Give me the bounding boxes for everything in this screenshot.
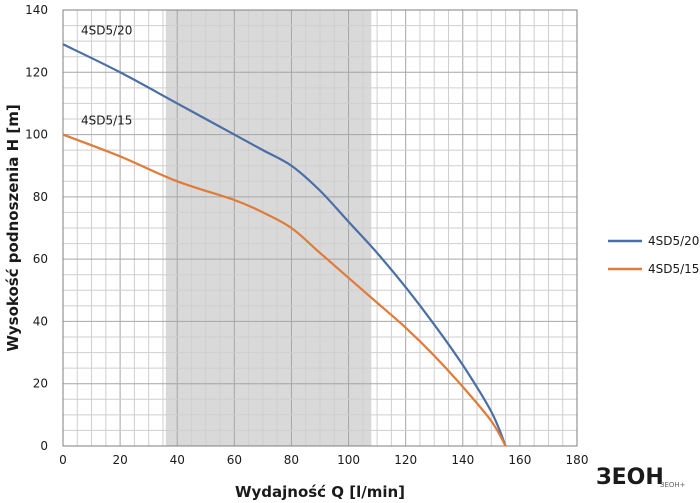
legend-label: 4SD5/20 xyxy=(648,234,699,248)
x-tick-label: 20 xyxy=(112,453,127,467)
x-tick-label: 80 xyxy=(284,453,299,467)
series-line-1 xyxy=(62,43,507,447)
x-axis-title: Wydajność Q [l/min] xyxy=(235,483,405,501)
series-inline-labels: 4SD5/20 4SD5/15 xyxy=(81,23,132,127)
y-tick-labels: 0 20 40 60 80 100 120 140 xyxy=(25,3,48,453)
series-lines xyxy=(62,43,507,447)
grid-layer xyxy=(62,9,578,447)
x-tick-label: 180 xyxy=(566,453,589,467)
x-tick-label: 140 xyxy=(451,453,474,467)
y-tick-label: 100 xyxy=(25,128,48,142)
y-tick-label: 80 xyxy=(33,190,48,204)
series-line-2 xyxy=(62,133,507,447)
x-tick-label: 40 xyxy=(170,453,185,467)
y-tick-label: 40 xyxy=(33,314,48,328)
y-tick-label: 20 xyxy=(33,377,48,391)
x-tick-label: 100 xyxy=(337,453,360,467)
zeon-logo: ЗЕОН ЗЕОН+ xyxy=(596,465,686,490)
series-inline-label: 4SD5/20 xyxy=(81,23,132,37)
y-tick-label: 140 xyxy=(25,3,48,17)
y-axis-title: Wysokość podnoszenia H [m] xyxy=(4,104,22,351)
legend: 4SD5/20 4SD5/15 xyxy=(608,234,699,276)
x-tick-label: 120 xyxy=(394,453,417,467)
plot-frame xyxy=(62,9,578,447)
y-tick-label: 120 xyxy=(25,65,48,79)
series-inline-label: 4SD5/15 xyxy=(81,114,132,128)
legend-label: 4SD5/15 xyxy=(648,262,699,276)
x-tick-label: 160 xyxy=(508,453,531,467)
logo-text: ЗЕОН xyxy=(596,465,664,490)
x-tick-label: 60 xyxy=(227,453,242,467)
x-tick-labels: 0 20 40 60 80 100 120 140 160 180 xyxy=(59,453,588,467)
y-tick-label: 0 xyxy=(40,439,48,453)
logo-subtext: ЗЕОН+ xyxy=(660,481,686,489)
y-tick-label: 60 xyxy=(33,252,48,266)
x-tick-label: 0 xyxy=(59,453,67,467)
